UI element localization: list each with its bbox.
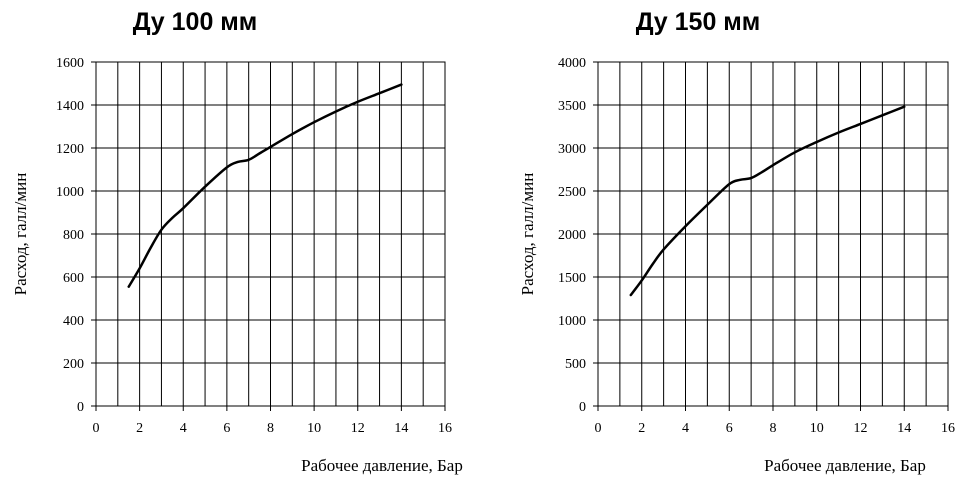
- y-tick-label: 1500: [558, 271, 586, 286]
- x-tick-label: 0: [595, 421, 602, 436]
- x-axis-label: Рабочее давление, Бар: [301, 456, 463, 475]
- y-tick-label: 800: [63, 228, 84, 243]
- y-tick-label: 400: [63, 314, 84, 329]
- y-tick-label: 1600: [56, 56, 84, 71]
- chart-2: 0 2 4 6 8 10 12 14 16 0 500 1000 1500 2000 2500 3000 350…: [518, 8, 955, 475]
- x-tick-label: 8: [267, 421, 274, 436]
- y-tick-label: 1400: [56, 99, 84, 114]
- x-tick-label: 12: [854, 421, 868, 436]
- x-tick-label: 14: [394, 421, 408, 436]
- x-tick-label: 0: [93, 421, 100, 436]
- x-tick-label: 10: [307, 421, 321, 436]
- y-tick-label: 3000: [558, 142, 586, 157]
- x-tick-label: 6: [726, 421, 733, 436]
- x-tick-label: 4: [682, 421, 689, 436]
- x-tick-label: 2: [638, 421, 645, 436]
- x-tick-label: 14: [897, 421, 911, 436]
- y-tick-label: 4000: [558, 56, 586, 71]
- chart-title: Ду 100 мм: [133, 8, 258, 36]
- y-tick-label: 3500: [558, 99, 586, 114]
- x-tick-label: 16: [941, 421, 955, 436]
- x-tick-label: 12: [351, 421, 365, 436]
- y-tick-label: 1000: [56, 185, 84, 200]
- y-tick-label: 1200: [56, 142, 84, 157]
- y-tick-label: 200: [63, 357, 84, 372]
- x-tick-label: 2: [136, 421, 143, 436]
- y-tick-label: 2500: [558, 185, 586, 200]
- y-tick-label: 2000: [558, 228, 586, 243]
- x-tick-label: 10: [810, 421, 824, 436]
- chart-title: Ду 150 мм: [636, 8, 761, 36]
- y-axis-label: Расход, галл/мин: [518, 173, 537, 296]
- series-line-1: [629, 105, 906, 297]
- chart-1: 0 2 4 6 8 10 12 14 16 0 200 400 600 800 1000 1200 1400 16…: [11, 8, 463, 475]
- y-tick-label: 0: [579, 400, 586, 415]
- x-axis-label: Рабочее давление, Бар: [764, 456, 926, 475]
- y-tick-label: 600: [63, 271, 84, 286]
- y-tick-label: 1000: [558, 314, 586, 329]
- y-axis-label: Расход, галл/мин: [11, 173, 30, 296]
- x-tick-label: 8: [770, 421, 777, 436]
- y-tick-label: 0: [77, 400, 84, 415]
- x-tick-label: 16: [438, 421, 452, 436]
- y-tick-label: 500: [565, 357, 586, 372]
- series-line-1: [127, 83, 403, 288]
- x-tick-label: 6: [223, 421, 230, 436]
- x-tick-label: 4: [180, 421, 187, 436]
